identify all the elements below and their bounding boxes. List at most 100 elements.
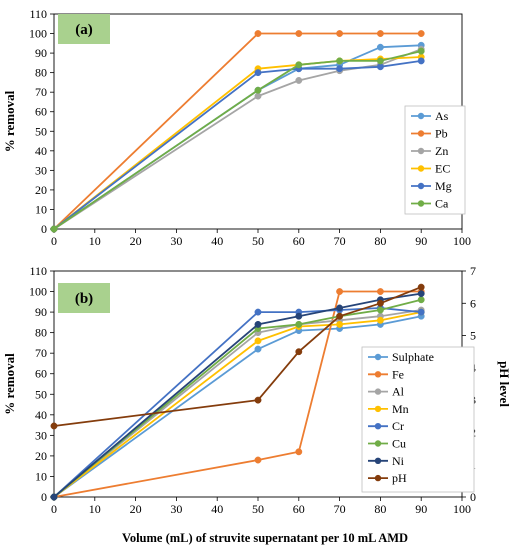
series-line-al (53, 309, 422, 498)
panel-label-box (58, 14, 110, 44)
y2-axis-label: pH level (497, 361, 510, 407)
legend-box (361, 346, 475, 493)
data-point-ph (295, 348, 303, 356)
x-tick-label: 80 (374, 234, 386, 248)
y-tick-label: 40 (35, 144, 47, 158)
legend-marker-as (417, 112, 425, 120)
x-axis-label: Volume (mL) of struvite supernatant per … (122, 531, 408, 545)
legend-label-fe: Fe (392, 367, 404, 381)
legend: Sulphate Fe Al Mn Cr Cu Ni pH (361, 346, 475, 493)
data-point-ca (50, 225, 58, 233)
y-tick-label: 70 (35, 346, 47, 360)
data-point-mg (336, 65, 344, 73)
data-point-ni (336, 304, 344, 312)
y-tick-label: 90 (35, 305, 47, 319)
data-point-cu (417, 296, 425, 304)
data-point-ca (295, 61, 303, 69)
y-axis-label: % removal (2, 353, 17, 415)
series-line-sulphate (53, 315, 422, 498)
series-line-as (53, 44, 422, 230)
series-line-mn (53, 311, 422, 498)
legend-marker-mn (374, 405, 382, 413)
legend-marker-cu (374, 440, 382, 447)
data-point-ph (417, 283, 425, 291)
data-point-mg (417, 57, 425, 65)
x-tick-label: 0 (51, 234, 57, 248)
y-axis-label: % removal (2, 90, 17, 152)
x-tick-label: 10 (89, 234, 101, 248)
y-tick-label: 30 (35, 163, 47, 177)
series-line-cu (53, 298, 422, 498)
series-line-pb (53, 32, 422, 230)
data-point-ni (50, 493, 58, 501)
data-point-ni (295, 312, 303, 320)
y-tick-label: 50 (35, 124, 47, 138)
x-tick-label: 70 (334, 234, 346, 248)
y2-tick-label: 6 (470, 296, 476, 310)
data-point-cu (376, 306, 384, 314)
legend-marker-ca (417, 200, 425, 207)
legend-label-ph: pH (392, 471, 407, 485)
y-tick-label: 0 (41, 490, 47, 504)
data-point-ph (254, 396, 262, 404)
y-tick-label: 80 (35, 66, 47, 80)
data-point-ni (254, 320, 262, 328)
y-tick-label: 100 (29, 285, 47, 299)
y-tick-label: 10 (35, 469, 47, 483)
legend-marker-cr (374, 423, 382, 430)
legend: As Pb Zn EC Mg Ca (404, 105, 466, 215)
panel-label-box (58, 283, 110, 313)
data-point-mg (376, 63, 384, 71)
data-point-fe (254, 456, 262, 464)
series-line-ph (53, 286, 422, 427)
y2-tick-label: 5 (470, 329, 476, 343)
x-tick-label: 20 (130, 234, 142, 248)
x-tick-label: 40 (211, 502, 223, 516)
y-tick-label: 70 (35, 85, 47, 99)
data-point-cu (295, 320, 303, 328)
series-line-ni (53, 292, 422, 498)
y-tick-label: 110 (29, 7, 47, 21)
data-point-cr (254, 308, 262, 316)
series-line-ca (53, 50, 422, 230)
legend-label-zn: Zn (435, 144, 448, 158)
y-tick-label: 60 (35, 367, 47, 381)
y-tick-label: 60 (35, 105, 47, 119)
legend-label-cr: Cr (392, 419, 404, 433)
series-line-zn (53, 48, 422, 230)
x-tick-label: 10 (89, 502, 101, 516)
chart-panel-b: 0 10 20 30 40 50 60 70 80 90 100010203040506070809… (2, 264, 510, 516)
x-tick-label: 30 (170, 234, 182, 248)
y2-tick-label: 0 (470, 490, 476, 504)
x-tick-label: 100 (453, 502, 471, 516)
x-tick-label: 100 (453, 234, 471, 248)
y-tick-label: 100 (29, 27, 47, 41)
legend-label-al: Al (392, 385, 405, 399)
y-tick-label: 10 (35, 202, 47, 216)
x-tick-label: 30 (170, 502, 182, 516)
data-point-ca (417, 47, 425, 55)
legend-label-mg: Mg (435, 179, 452, 193)
legend-label-ca: Ca (435, 197, 449, 211)
data-point-as (376, 43, 384, 51)
series-line-ec (53, 56, 422, 230)
y-tick-label: 50 (35, 387, 47, 401)
data-point-ph (376, 299, 384, 307)
legend-label-as: As (435, 109, 449, 123)
data-point-ca (376, 57, 384, 65)
panel-label: (a) (75, 22, 93, 38)
data-point-mn (376, 316, 384, 324)
legend-marker-ph (374, 474, 382, 482)
x-tick-label: 20 (130, 502, 142, 516)
legend-label-cu: Cu (392, 437, 406, 451)
legend-label-pb: Pb (435, 127, 448, 141)
y-tick-label: 0 (41, 222, 47, 236)
chart-panel-a: 0 10 20 30 40 50 60 70 80 90 100 0 10 20 30 40 50 60 70 80 9… (2, 7, 471, 248)
series-line-mg (53, 60, 422, 230)
legend-marker-pb (417, 130, 425, 137)
legend-marker-ni (374, 457, 382, 464)
legend-label-mn: Mn (392, 402, 409, 416)
data-point-ph (50, 422, 58, 430)
x-tick-label: 60 (293, 234, 305, 248)
